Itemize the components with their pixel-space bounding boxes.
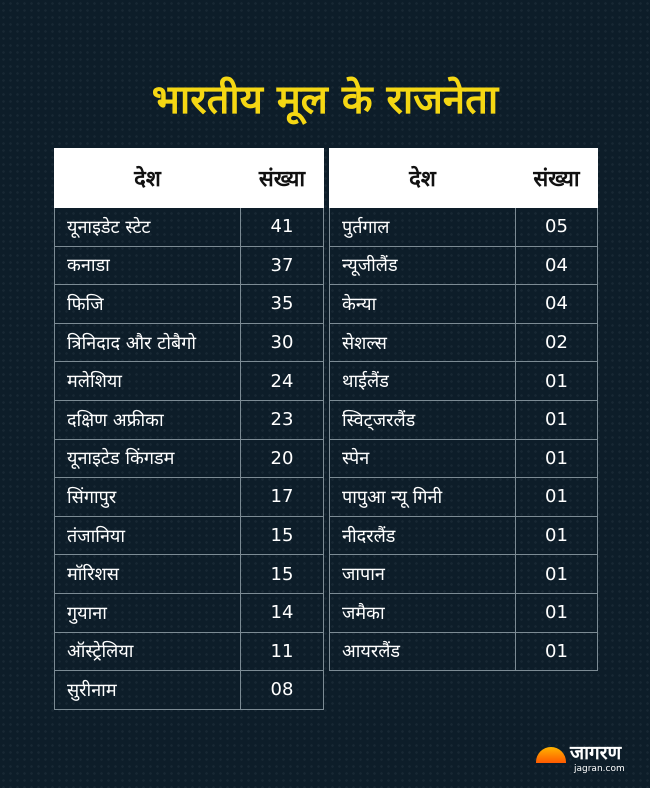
table-row: मलेशिया 24 bbox=[54, 361, 324, 401]
count-cell: 23 bbox=[240, 399, 324, 440]
count-cell: 01 bbox=[515, 477, 598, 517]
table-row: जापान 01 bbox=[329, 554, 598, 594]
country-cell: थाईलैंड bbox=[329, 361, 516, 401]
country-cell: नीदरलैंड bbox=[329, 515, 516, 556]
page-title: भारतीय मूल के राजनेता bbox=[151, 77, 499, 123]
count-cell: 20 bbox=[240, 438, 324, 479]
count-cell: 11 bbox=[240, 631, 324, 672]
country-cell: केन्या bbox=[329, 284, 516, 324]
table-row: पुर्तगाल 05 bbox=[329, 207, 598, 247]
table-row: सेशल्स 02 bbox=[329, 322, 598, 363]
count-cell: 14 bbox=[240, 592, 324, 633]
count-cell: 05 bbox=[515, 207, 598, 247]
country-cell: सुरीनाम bbox=[54, 670, 241, 710]
table-row: स्विट्जरलैंड 01 bbox=[329, 399, 598, 440]
country-column-header: देश bbox=[54, 148, 241, 208]
table-row: ऑस्ट्रेलिया 11 bbox=[54, 631, 324, 672]
logo-domain: jagran.com bbox=[574, 764, 625, 774]
table-row: फिजि 35 bbox=[54, 284, 324, 324]
country-cell: सेशल्स bbox=[329, 322, 516, 363]
count-cell: 04 bbox=[515, 245, 598, 286]
count-cell: 15 bbox=[240, 554, 324, 594]
jagran-logo: जागरण jagran.com bbox=[536, 741, 636, 777]
country-cell: फिजि bbox=[54, 284, 241, 324]
country-column-header: देश bbox=[329, 148, 516, 208]
table-row: यूनाइटेड किंगडम 20 bbox=[54, 438, 324, 479]
table-row: मॉरिशस 15 bbox=[54, 554, 324, 594]
count-column-header: संख्या bbox=[515, 148, 598, 208]
country-cell: कनाडा bbox=[54, 245, 241, 286]
country-cell: आयरलैंड bbox=[329, 631, 516, 672]
table-row: दक्षिण अफ्रीका 23 bbox=[54, 399, 324, 440]
country-cell: गुयाना bbox=[54, 592, 241, 633]
country-cell: जमैका bbox=[329, 592, 516, 633]
table-row: यूनाइडेट स्टेट 41 bbox=[54, 207, 324, 247]
country-cell: मलेशिया bbox=[54, 361, 241, 401]
count-cell: 01 bbox=[515, 554, 598, 594]
table-row: केन्या 04 bbox=[329, 284, 598, 324]
country-cell: न्यूजीलैंड bbox=[329, 245, 516, 286]
count-cell: 24 bbox=[240, 361, 324, 401]
countries-table-left: देश संख्या यूनाइडेट स्टेट 41 कनाडा 37 फिजि 35… bbox=[54, 148, 324, 710]
table-header-row: देश संख्या bbox=[329, 148, 598, 208]
count-cell: 01 bbox=[515, 438, 598, 479]
count-cell: 01 bbox=[515, 631, 598, 672]
table-row: कनाडा 37 bbox=[54, 245, 324, 286]
count-cell: 02 bbox=[515, 322, 598, 363]
count-cell: 01 bbox=[515, 361, 598, 401]
table-row: त्रिनिदाद और टोबैगो 30 bbox=[54, 322, 324, 363]
count-cell: 01 bbox=[515, 515, 598, 556]
table-row: जमैका 01 bbox=[329, 592, 598, 633]
country-cell: दक्षिण अफ्रीका bbox=[54, 399, 241, 440]
country-cell: तंजानिया bbox=[54, 515, 241, 556]
country-cell: ऑस्ट्रेलिया bbox=[54, 631, 241, 672]
count-cell: 15 bbox=[240, 515, 324, 556]
count-cell: 08 bbox=[240, 670, 324, 710]
table-row: सुरीनाम 08 bbox=[54, 670, 324, 710]
countries-table-right: देश संख्या पुर्तगाल 05 न्यूजीलैंड 04 केन्या 0… bbox=[329, 148, 598, 672]
country-cell: यूनाइटेड किंगडम bbox=[54, 438, 241, 479]
country-cell: जापान bbox=[329, 554, 516, 594]
table-row: गुयाना 14 bbox=[54, 592, 324, 633]
table-row: पापुआ न्यू गिनी 01 bbox=[329, 477, 598, 517]
country-cell: स्विट्जरलैंड bbox=[329, 399, 516, 440]
table-row: आयरलैंड 01 bbox=[329, 631, 598, 672]
count-cell: 01 bbox=[515, 399, 598, 440]
country-cell: यूनाइडेट स्टेट bbox=[54, 207, 241, 247]
table-row: थाईलैंड 01 bbox=[329, 361, 598, 401]
table-header-row: देश संख्या bbox=[54, 148, 324, 208]
logo-name: जागरण bbox=[570, 742, 622, 764]
count-column-header: संख्या bbox=[240, 148, 324, 208]
count-cell: 35 bbox=[240, 284, 324, 324]
country-cell: पुर्तगाल bbox=[329, 207, 516, 247]
rising-sun-icon bbox=[536, 747, 566, 763]
country-cell: सिंगापुर bbox=[54, 477, 241, 517]
count-cell: 30 bbox=[240, 322, 324, 363]
table-row: न्यूजीलैंड 04 bbox=[329, 245, 598, 286]
count-cell: 41 bbox=[240, 207, 324, 247]
table-row: सिंगापुर 17 bbox=[54, 477, 324, 517]
table-row: स्पेन 01 bbox=[329, 438, 598, 479]
count-cell: 01 bbox=[515, 592, 598, 633]
country-cell: पापुआ न्यू गिनी bbox=[329, 477, 516, 517]
count-cell: 04 bbox=[515, 284, 598, 324]
country-cell: त्रिनिदाद और टोबैगो bbox=[54, 322, 241, 363]
table-row: नीदरलैंड 01 bbox=[329, 515, 598, 556]
count-cell: 17 bbox=[240, 477, 324, 517]
table-row: तंजानिया 15 bbox=[54, 515, 324, 556]
count-cell: 37 bbox=[240, 245, 324, 286]
country-cell: मॉरिशस bbox=[54, 554, 241, 594]
country-cell: स्पेन bbox=[329, 438, 516, 479]
